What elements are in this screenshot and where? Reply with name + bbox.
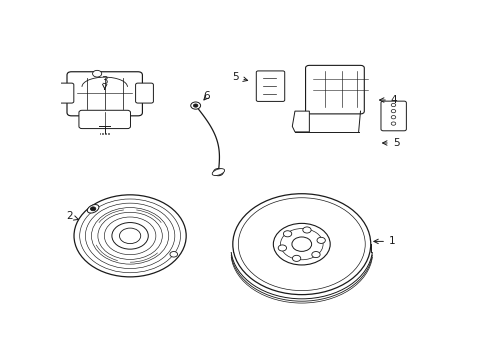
Circle shape: [283, 231, 291, 237]
Circle shape: [311, 252, 320, 258]
Text: 2: 2: [66, 211, 79, 221]
Text: 1: 1: [373, 237, 395, 246]
Circle shape: [390, 122, 395, 125]
Ellipse shape: [280, 229, 323, 260]
Ellipse shape: [291, 237, 311, 251]
Text: 6: 6: [203, 91, 210, 102]
Circle shape: [112, 222, 148, 249]
Text: 5: 5: [231, 72, 247, 82]
FancyBboxPatch shape: [305, 66, 364, 114]
Circle shape: [302, 227, 310, 233]
Ellipse shape: [87, 204, 99, 213]
FancyBboxPatch shape: [135, 83, 153, 103]
FancyBboxPatch shape: [67, 72, 142, 116]
Circle shape: [390, 109, 395, 113]
Text: 5: 5: [382, 138, 399, 148]
Text: 3: 3: [101, 76, 108, 89]
FancyBboxPatch shape: [256, 71, 284, 102]
Circle shape: [74, 195, 186, 277]
Circle shape: [278, 245, 286, 251]
Circle shape: [90, 207, 96, 211]
FancyBboxPatch shape: [54, 83, 74, 103]
Circle shape: [390, 103, 395, 107]
Circle shape: [190, 102, 200, 109]
Circle shape: [316, 237, 325, 243]
Ellipse shape: [273, 223, 329, 265]
FancyBboxPatch shape: [380, 101, 406, 131]
Ellipse shape: [232, 194, 370, 294]
Circle shape: [170, 252, 177, 257]
Ellipse shape: [212, 168, 224, 176]
Text: 4: 4: [379, 95, 397, 105]
Circle shape: [193, 104, 198, 107]
Circle shape: [390, 116, 395, 119]
FancyBboxPatch shape: [79, 110, 130, 129]
Circle shape: [213, 168, 223, 176]
Circle shape: [92, 70, 102, 77]
Polygon shape: [292, 111, 309, 132]
Circle shape: [292, 255, 300, 261]
Circle shape: [119, 228, 141, 244]
Ellipse shape: [238, 198, 365, 291]
